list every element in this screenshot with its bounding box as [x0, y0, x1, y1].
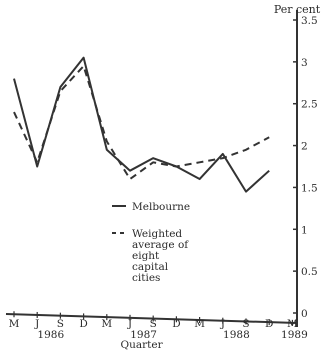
x-tick-label: D: [265, 318, 273, 330]
year-label: 1987: [130, 329, 157, 341]
x-tick-label: M: [287, 318, 298, 330]
year-label: 1989: [281, 329, 308, 341]
x-tick-label: D: [79, 318, 87, 330]
year-label: 1986: [37, 329, 64, 341]
y-axis-title: Per cent: [274, 3, 321, 16]
y-tick-label: 0.5: [301, 266, 318, 278]
year-label: 1988: [223, 329, 250, 341]
legend-label-weighted-average: Weighted average of eight capital cities: [132, 228, 189, 284]
x-axis-line: [5, 313, 298, 324]
x-tick-label: M: [9, 318, 20, 330]
x-tick-label: J: [34, 318, 39, 330]
x-tick-label: M: [101, 318, 112, 330]
series-line-weighted-average: [13, 65, 270, 181]
y-tick-label: 2: [301, 141, 308, 153]
y-tick-label: 1: [301, 224, 308, 236]
x-tick-label: D: [172, 318, 180, 330]
x-tick-label: J: [127, 318, 132, 330]
x-tick-label: S: [242, 318, 249, 330]
y-tick-label: 2.5: [301, 99, 318, 111]
y-tick-label: 3.5: [301, 15, 318, 27]
x-tick-label: S: [150, 318, 157, 330]
x-tick-label: J: [220, 318, 225, 330]
legend-label-melbourne: Melbourne: [132, 201, 190, 213]
y-tick-label: 3: [301, 57, 308, 69]
x-tick-label: M: [194, 318, 205, 330]
y-tick-label: 0: [301, 308, 308, 320]
x-axis-title: Quarter: [121, 339, 164, 350]
x-tick-label: S: [57, 318, 64, 330]
y-tick-label: 1.5: [301, 182, 318, 194]
